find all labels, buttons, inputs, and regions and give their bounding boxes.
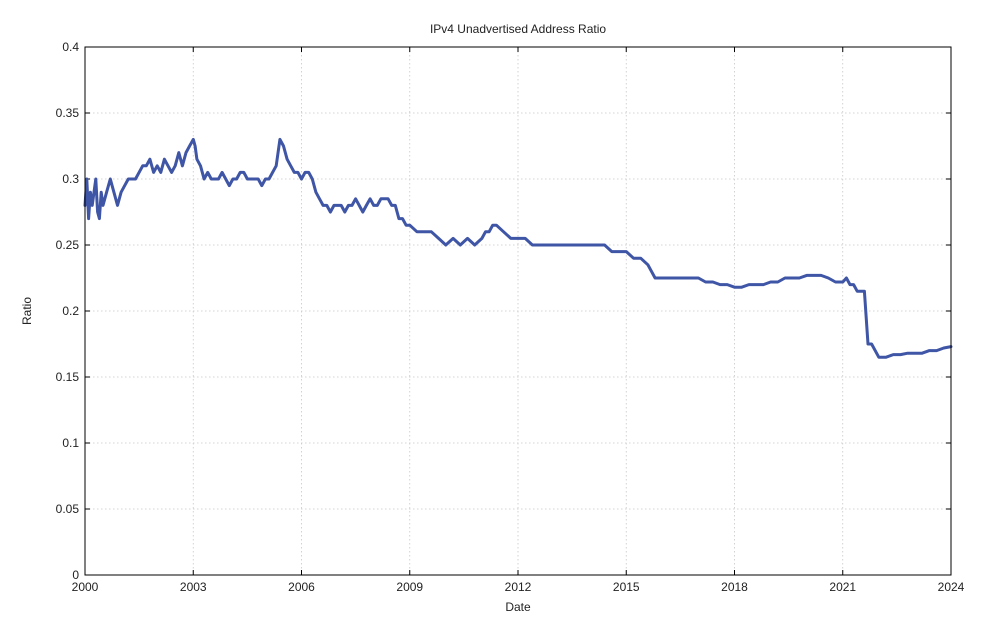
x-ticks: 2000 2003 2006 2009 2012 2015 2018 2021 2024 xyxy=(72,47,965,594)
y-tick-label: 0.3 xyxy=(62,172,79,186)
y-ticks: 0 0.05 0.1 0.15 0.2 0.25 0.3 0.35 0.4 xyxy=(56,40,951,582)
x-tick-label: 2009 xyxy=(396,580,423,594)
y-tick-label: 0 xyxy=(72,568,79,582)
chart-title: IPv4 Unadvertised Address Ratio xyxy=(430,22,606,36)
y-tick-label: 0.35 xyxy=(56,106,80,120)
y-tick-label: 0.4 xyxy=(62,40,79,54)
x-tick-label: 2015 xyxy=(613,580,640,594)
x-tick-label: 2012 xyxy=(505,580,532,594)
x-tick-label: 2021 xyxy=(829,580,856,594)
grid xyxy=(85,47,951,575)
y-tick-label: 0.2 xyxy=(62,304,79,318)
x-tick-label: 2006 xyxy=(288,580,315,594)
plot-frame xyxy=(84,46,952,576)
x-axis-title: Date xyxy=(505,600,531,614)
y-axis-title: Ratio xyxy=(20,297,34,325)
y-tick-label: 0.25 xyxy=(56,238,80,252)
y-tick-label: 0.1 xyxy=(62,436,79,450)
y-tick-label: 0.15 xyxy=(56,370,80,384)
x-tick-label: 2024 xyxy=(938,580,965,594)
x-tick-label: 2018 xyxy=(721,580,748,594)
x-tick-label: 2000 xyxy=(72,580,99,594)
series-line xyxy=(83,137,953,359)
series xyxy=(83,137,953,359)
x-tick-label: 2003 xyxy=(180,580,207,594)
y-tick-label: 0.05 xyxy=(56,502,80,516)
